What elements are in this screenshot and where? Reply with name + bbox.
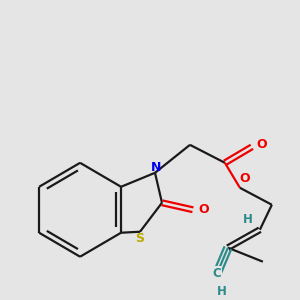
Text: H: H	[243, 213, 253, 226]
Text: N: N	[151, 161, 161, 174]
Text: H: H	[217, 285, 227, 298]
Text: O: O	[256, 138, 267, 151]
Text: O: O	[240, 172, 250, 185]
Text: C: C	[212, 267, 221, 280]
Text: O: O	[199, 203, 209, 216]
Text: S: S	[136, 232, 145, 245]
